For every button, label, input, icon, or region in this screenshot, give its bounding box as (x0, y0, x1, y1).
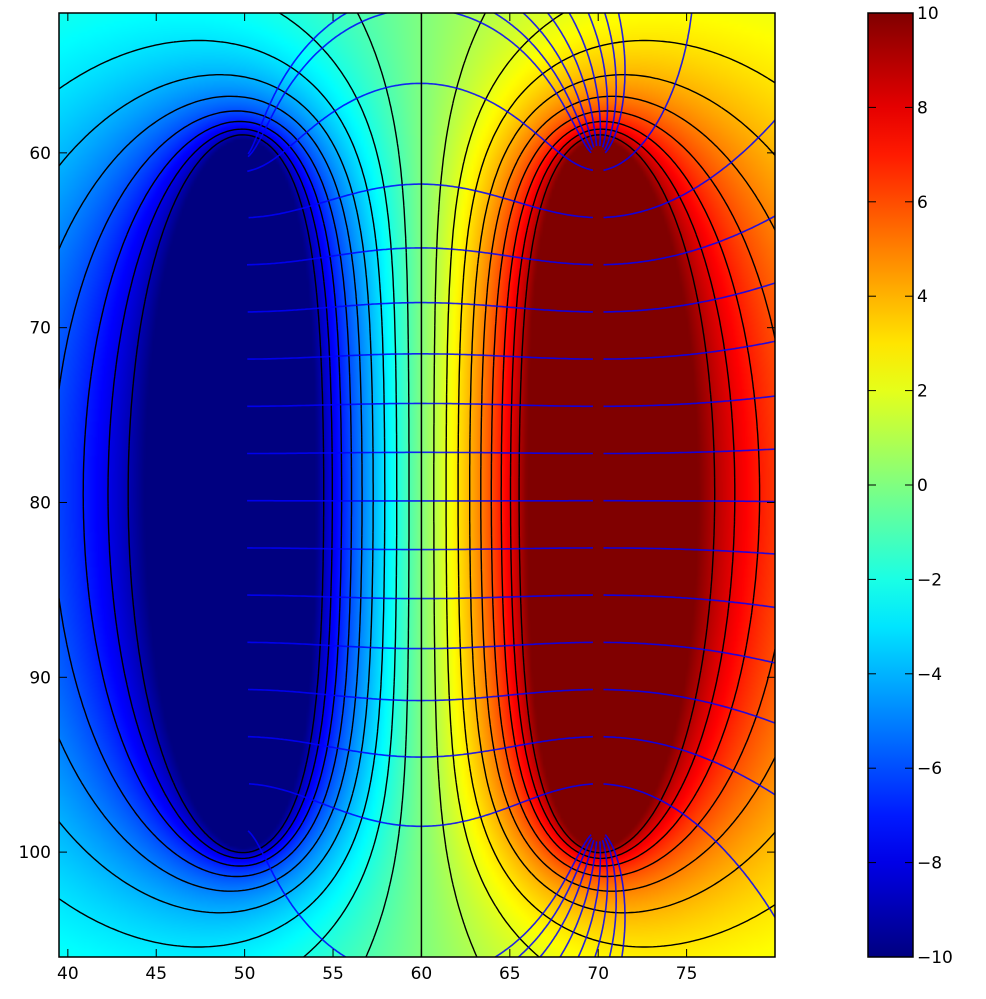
x-tick-label-3: 55 (322, 964, 344, 984)
field-line-27 (603, 783, 775, 919)
field-line-40 (603, 13, 617, 151)
field-line-30 (247, 13, 593, 155)
colorbar-tick-label-2: −6 (917, 759, 942, 779)
field-line-15 (603, 499, 775, 503)
field-line-6 (247, 301, 593, 313)
negative-contour-0 (356, 13, 410, 957)
colorbar: −10 −8 −6 −4 −2 0 2 4 6 8 10 (867, 4, 953, 968)
field-line-4 (246, 247, 593, 266)
field-line-23 (603, 688, 775, 724)
x-tick-label-0: 40 (57, 964, 79, 984)
field-line-31 (517, 837, 593, 957)
field-line-42 (604, 13, 626, 154)
positive-contour-1 (445, 13, 564, 957)
negative-contour-3 (59, 74, 374, 914)
field-line-18 (247, 594, 593, 600)
field-line-17 (603, 547, 775, 555)
field-line-21 (603, 641, 775, 664)
field-line-22 (247, 688, 593, 702)
field-line-3 (603, 118, 775, 219)
y-axis: 60 70 80 90 100 (19, 144, 775, 863)
potential-heatmap (59, 13, 775, 957)
colorbar-tick-label-5: 0 (917, 476, 928, 496)
field-line-39 (594, 839, 609, 957)
colorbar-tick-label-10: 10 (917, 4, 939, 24)
positive-contour-5 (490, 110, 775, 878)
x-tick-label-2: 50 (234, 964, 256, 984)
field-line-34 (546, 13, 598, 147)
colorbar-tick-label-4: −2 (917, 570, 942, 590)
plot-frame (58, 12, 776, 958)
y-tick-label-4: 100 (19, 843, 51, 863)
field-line-41 (603, 837, 617, 957)
field-line-7 (603, 282, 775, 313)
field-line-32 (522, 13, 595, 148)
field-line-38 (587, 13, 609, 148)
field-line-29 (247, 830, 592, 957)
field-line-37 (577, 841, 602, 957)
x-axis: 40 45 50 55 60 65 70 75 (57, 13, 697, 984)
colorbar-tick-label-8: 6 (917, 193, 928, 213)
field-line-25 (603, 735, 775, 796)
field-line-13 (603, 448, 775, 455)
x-tick-label-4: 60 (411, 964, 433, 984)
field-line-35 (559, 841, 598, 957)
field-line-33 (538, 839, 595, 957)
field-line-1 (603, 13, 693, 172)
positive-contour-7 (509, 128, 736, 860)
field-line-0 (247, 82, 594, 173)
field-line-36 (568, 13, 602, 147)
field-line-8 (247, 353, 593, 360)
colorbar-tick-label-7: 4 (917, 287, 928, 307)
colorbar-ticks: −10 −8 −6 −4 −2 0 2 4 6 8 10 (868, 4, 953, 968)
y-tick-label-0: 60 (29, 144, 51, 164)
x-tick-label-6: 70 (587, 964, 609, 984)
field-line-12 (247, 451, 593, 455)
field-line-5 (603, 215, 775, 266)
positive-contour-3 (469, 74, 775, 914)
y-tick-label-1: 70 (29, 319, 51, 339)
field-line-28 (247, 13, 592, 158)
field-line-9 (603, 340, 775, 360)
field-line-16 (247, 547, 593, 551)
colorbar-tick-label-1: −8 (917, 854, 942, 874)
field-line-11 (603, 395, 775, 408)
x-tick-label-1: 45 (145, 964, 167, 984)
positive-contour-0 (433, 13, 486, 957)
negative-contour-6 (82, 120, 343, 867)
field-line-24 (247, 735, 593, 758)
y-tick-label-3: 90 (29, 668, 51, 688)
y-tick-label-2: 80 (29, 493, 51, 513)
field-line-43 (604, 834, 626, 957)
field-line-20 (247, 641, 593, 650)
colorbar-tick-label-3: −4 (917, 665, 942, 685)
x-tick-label-5: 65 (499, 964, 521, 984)
x-tick-label-7: 75 (676, 964, 698, 984)
field-line-10 (247, 402, 593, 408)
negative-contour-7 (107, 128, 333, 860)
colorbar-tick-label-0: −10 (917, 948, 953, 968)
colorbar-tick-label-9: 8 (917, 98, 928, 118)
field-line-19 (603, 594, 775, 609)
colorbar-tick-label-6: 2 (917, 382, 928, 402)
plot-area (58, 12, 776, 958)
